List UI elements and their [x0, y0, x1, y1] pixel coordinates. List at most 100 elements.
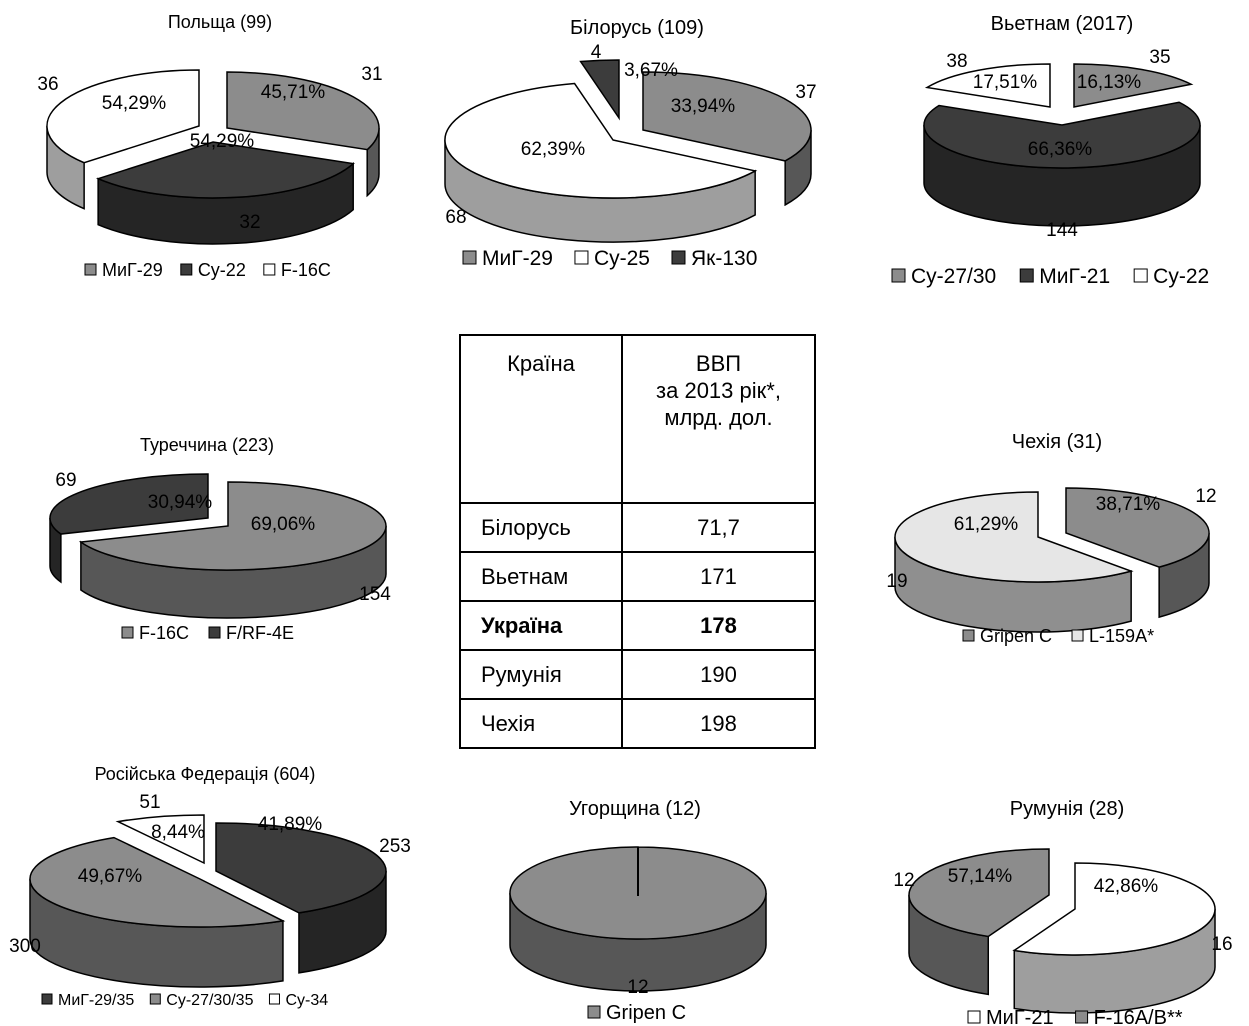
legend-swatch — [962, 629, 975, 642]
chart-title: Білорусь (109) — [570, 17, 704, 39]
data-label-percent: 61,29% — [954, 514, 1019, 535]
data-label-percent: 54,29% — [102, 93, 167, 114]
data-label-percent: 16,13% — [1077, 72, 1142, 93]
data-label-count: 12 — [627, 977, 648, 998]
data-label-percent: 62,39% — [521, 139, 586, 160]
pie-slice-l-159a — [894, 491, 1134, 583]
data-label-percent: 8,44% — [151, 822, 205, 843]
legend-label: МиГ-21 — [986, 1007, 1054, 1026]
data-label-count: 253 — [379, 836, 411, 857]
data-label-percent: 69,06% — [251, 514, 316, 535]
legend-swatch — [1133, 268, 1148, 283]
pie-chart-3 — [923, 63, 1201, 227]
pie-slice-су-27-30-35 — [29, 836, 286, 928]
legend-swatch — [41, 993, 53, 1005]
table-row-highlight: Україна 178 — [459, 600, 816, 651]
legend-label: Су-22 — [1153, 265, 1209, 288]
data-label-percent: 33,94% — [671, 96, 736, 117]
table-cell-gdp: 190 — [621, 649, 816, 700]
data-label-count: 69 — [55, 470, 76, 491]
table-cell-gdp: 198 — [621, 698, 816, 749]
legend-label: F-16C — [139, 623, 189, 643]
legend-label: МиГ-29 — [102, 260, 163, 280]
data-label-percent: 3,67% — [624, 60, 678, 81]
legend-label: F/RF-4E — [226, 623, 294, 643]
data-label-count: 31 — [361, 64, 382, 85]
legend-label: L-159A* — [1089, 626, 1154, 646]
legend-swatch — [891, 268, 906, 283]
data-label-percent: 17,51% — [973, 72, 1038, 93]
gdp-table: Країна ВВП за 2013 рік*, млрд. дол. Біло… — [459, 334, 816, 749]
pie-slice-f-16c — [46, 69, 200, 164]
pie-slice-gripen-c — [1065, 487, 1210, 568]
legend-label: Су-25 — [594, 247, 650, 270]
pie-slice-як-130 — [579, 59, 620, 121]
table-cell-country: Білорусь — [459, 502, 623, 553]
legend-label: F-16C — [281, 260, 331, 280]
legend-label: Gripen C — [606, 1002, 686, 1024]
table-row: Румунія 190 — [459, 649, 816, 700]
data-label-count: 38 — [946, 51, 967, 72]
table-cell-gdp: 71,7 — [621, 502, 816, 553]
legend-swatch — [149, 993, 161, 1005]
legend-swatch — [587, 1005, 601, 1019]
table-cell-country: Україна — [459, 600, 623, 651]
table-cell-country: Чехія — [459, 698, 623, 749]
legend-label: МиГ-21 — [1039, 265, 1110, 288]
data-label-percent: 45,71% — [261, 82, 326, 103]
pie-chart-4 — [49, 473, 387, 619]
pie-chart-2 — [444, 59, 812, 243]
data-label-count: 51 — [139, 792, 160, 813]
legend-label: Як-130 — [691, 247, 757, 270]
legend-swatch — [84, 263, 97, 276]
data-label-count: 37 — [795, 82, 816, 103]
data-label-count: 35 — [1149, 47, 1170, 68]
table-row: Чехія 198 — [459, 698, 816, 749]
data-label-count: 300 — [9, 936, 41, 957]
pie-chart-7 — [509, 846, 767, 992]
legend-label: F-16A/B** — [1094, 1007, 1183, 1026]
data-label-count: 154 — [359, 584, 391, 605]
pie-slice-миг-29-35 — [215, 822, 387, 914]
chart-title: Російська Федерація (604) — [95, 764, 316, 784]
pie-chart-1 — [46, 69, 380, 245]
table-row: Вьетнам 171 — [459, 551, 816, 602]
chart-title: Польща (99) — [168, 12, 272, 32]
data-label-count: 12 — [1195, 486, 1216, 507]
legend-swatch — [268, 993, 280, 1005]
legend-swatch — [671, 250, 686, 265]
legend-swatch — [121, 626, 134, 639]
data-label-percent: 30,94% — [148, 492, 213, 513]
legend-label: МиГ-29 — [482, 247, 553, 270]
data-label-count: 19 — [886, 571, 907, 592]
data-label-percent: 66,36% — [1028, 139, 1093, 160]
legend-swatch — [462, 250, 477, 265]
data-label-percent: 57,14% — [948, 866, 1013, 887]
pie-slice-миг-29 — [226, 71, 380, 151]
pie-chart-8 — [908, 848, 1216, 1014]
legend-label: Gripen C — [980, 626, 1052, 646]
legend-label: Су-27/30 — [911, 265, 996, 288]
pie-slice-су-27-30 — [1073, 63, 1194, 108]
chart-title: Угорщина (12) — [569, 798, 701, 820]
table-cell-gdp: 171 — [621, 551, 816, 602]
legend-swatch — [967, 1010, 981, 1024]
pie-slice-су-25 — [444, 82, 758, 199]
legend-swatch — [574, 250, 589, 265]
chart-title: Чехія (31) — [1012, 431, 1102, 453]
data-label-count: 32 — [239, 212, 260, 233]
legend-swatch — [180, 263, 193, 276]
pie-slice-миг-29 — [642, 71, 812, 162]
data-label-percent: 49,67% — [78, 866, 143, 887]
pie-chart-6 — [29, 814, 387, 988]
pie-slice-f-16c — [78, 481, 387, 571]
gdp-table-header: Країна ВВП за 2013 рік*, млрд. дол. — [459, 334, 816, 504]
data-label-count: 4 — [591, 42, 602, 63]
data-label-percent: 42,86% — [1094, 876, 1159, 897]
legend-label: Су-27/30/35 — [166, 992, 253, 1009]
gdp-table-header-country: Країна — [459, 334, 623, 504]
pie-slice-миг-21 — [923, 101, 1201, 169]
table-row: Білорусь 71,7 — [459, 502, 816, 553]
table-cell-country: Румунія — [459, 649, 623, 700]
data-label-count: 68 — [445, 207, 466, 228]
